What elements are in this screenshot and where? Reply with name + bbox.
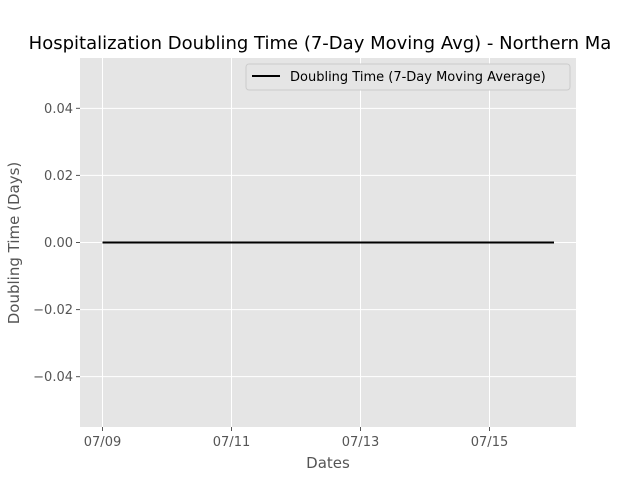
legend-box [245, 63, 571, 91]
y-tick-label: 0.02 [44, 169, 73, 184]
x-axis-ticks: 07/09 07/11 07/13 07/15 [84, 427, 508, 450]
x-tick-label: 07/15 [471, 435, 508, 450]
x-tick-label: 07/11 [213, 435, 250, 450]
x-tick-label: 07/13 [342, 435, 379, 450]
legend: Doubling Time (7-Day Moving Average) [245, 63, 571, 91]
x-tick-label: 07/09 [84, 435, 121, 450]
x-axis-label: Dates [306, 454, 350, 472]
chart-title: Hospitalization Doubling Time (7-Day Mov… [29, 33, 612, 54]
y-tick-label: −0.02 [33, 303, 73, 318]
y-tick-label: −0.04 [33, 370, 73, 385]
y-tick-label: 0.04 [44, 102, 73, 117]
y-axis-label: Doubling Time (Days) [5, 162, 23, 325]
y-axis-ticks: −0.04 −0.02 0.00 0.02 0.04 [33, 102, 80, 385]
legend-entry-label: Doubling Time (7-Day Moving Average) [290, 70, 546, 85]
y-tick-label: 0.00 [44, 236, 73, 251]
